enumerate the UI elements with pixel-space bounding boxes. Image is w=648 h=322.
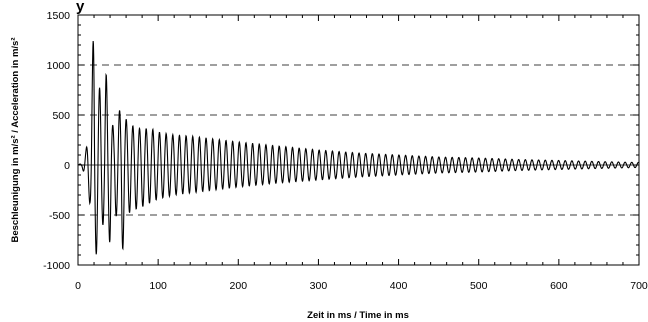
x-axis-tick-labels: 0 100 200 300 400 500 600 700 [75,280,648,292]
y-axis-ticks [78,14,639,266]
x-axis-ticks [77,15,640,265]
y-tick-label: -500 [49,210,70,222]
x-tick-label: 200 [230,280,248,292]
x-tick-label: 300 [310,280,328,292]
grid-lines [78,64,639,216]
x-tick-label: 500 [470,280,488,292]
y-axis-tick-labels: -1000 -500 0 500 1000 1500 [43,10,70,272]
y-tick-label: 1000 [47,60,71,72]
x-tick-label: 0 [75,280,81,292]
y-tick-label: 0 [64,160,70,172]
x-tick-label: 600 [550,280,568,292]
signal-trace [77,40,639,255]
x-tick-label: 400 [390,280,408,292]
x-tick-label: 700 [630,280,648,292]
x-axis-title: Zeit in ms / Time in ms [307,310,409,321]
y-tick-label: 500 [52,110,70,122]
acceleration-line [77,40,639,255]
plot-frame [77,14,640,266]
y-tick-label: 1500 [47,10,71,22]
chart-title-fragment: y [76,0,85,15]
x-tick-label: 100 [149,280,167,292]
y-tick-label: -1000 [43,260,70,272]
y-axis-title: Beschleunigung in m/s² / Acceleration in… [10,38,21,243]
axes [77,14,640,266]
